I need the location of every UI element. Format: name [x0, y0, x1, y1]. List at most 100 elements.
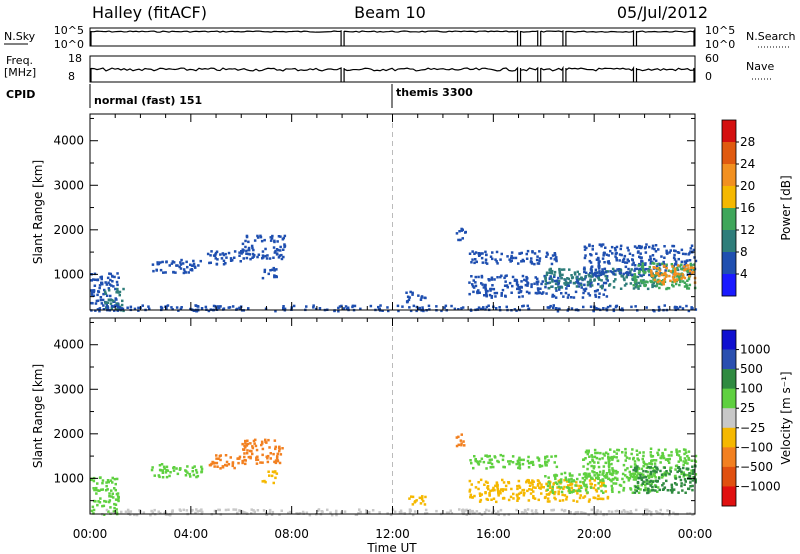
scatter-cell [174, 271, 177, 274]
scatter-cell [665, 263, 668, 266]
scatter-cell [637, 467, 641, 470]
scatter-cell [681, 280, 685, 283]
scatter-cell [233, 256, 236, 259]
scatter-cell [210, 250, 213, 253]
scatter-cell [567, 284, 570, 287]
scatter-cell [249, 442, 252, 445]
scatter-cell [427, 304, 431, 308]
scatter-cell [553, 490, 557, 494]
scatter-cell [683, 478, 687, 481]
scatter-cell [274, 249, 277, 253]
scatter-cell [521, 295, 524, 298]
scatter-cell [264, 480, 267, 484]
scatter-cell [663, 304, 666, 307]
scatter-cell [548, 486, 552, 490]
scatter-cell [684, 480, 687, 483]
scatter-cell [260, 440, 264, 444]
scatter-cell [603, 267, 607, 271]
scatter-cell [97, 290, 101, 294]
scatter-cell [619, 287, 623, 290]
scatter-cell [555, 465, 559, 469]
scatter-cell [486, 481, 489, 484]
freq-trace [90, 65, 695, 82]
scatter-cell [537, 498, 540, 502]
scatter-cell [305, 511, 309, 514]
freq-segment [90, 67, 342, 82]
scatter-cell [96, 278, 100, 281]
scatter-cell [345, 307, 349, 311]
scatter-cell [213, 465, 216, 468]
scatter-cell [570, 307, 574, 310]
scatter-cell [106, 488, 109, 491]
scatter-cell [474, 251, 478, 254]
scatter-cell [596, 509, 599, 512]
scatter-cell [189, 263, 192, 266]
scatter-cell [660, 255, 663, 258]
scatter-cell [643, 263, 647, 266]
scatter-cell [110, 511, 113, 515]
scatter-cell [654, 485, 658, 488]
scatter-cell [460, 433, 463, 436]
scatter-cell [247, 252, 250, 256]
scatter-cell [476, 308, 479, 311]
scatter-cell [664, 269, 667, 272]
scatter-cell [417, 307, 420, 310]
scatter-cell [665, 479, 668, 483]
scatter-cell [554, 477, 557, 481]
y-tick-label: 2000 [53, 223, 84, 237]
scatter-cell [530, 257, 533, 260]
scatter-cell [683, 265, 686, 268]
scatter-cell [474, 284, 478, 288]
scatter-cell [588, 282, 592, 286]
scatter-cell [269, 269, 272, 272]
scatter-cell [596, 497, 600, 501]
scatter-cell [665, 249, 668, 253]
cpid-segment-1: normal (fast) 151 [94, 94, 202, 107]
scatter-cell [116, 495, 120, 498]
scatter-cell [598, 270, 601, 273]
scatter-cell [117, 276, 120, 279]
scatter-cell [110, 305, 114, 308]
scatter-cell [662, 264, 666, 268]
scatter-cell [669, 249, 672, 252]
scatter-cell [572, 490, 575, 493]
scatter-cell [672, 285, 675, 288]
scatter-cell [597, 265, 600, 268]
scatter-cell [468, 292, 471, 296]
scatter-cell [246, 439, 249, 442]
scatter-cell [161, 476, 165, 479]
scatter-cell [661, 281, 664, 284]
scatter-cell [167, 513, 170, 516]
colorbar-swatch [722, 369, 736, 389]
scatter-cell [490, 462, 494, 466]
scatter-cell [90, 478, 93, 482]
scatter-cell [578, 282, 581, 285]
scatter-cell [576, 477, 579, 481]
scatter-cell [656, 490, 659, 493]
scatter-cell [602, 484, 606, 487]
scatter-cell [231, 461, 235, 464]
scatter-cell [411, 293, 414, 296]
scatter-cell [649, 255, 652, 258]
scatter-cell [591, 458, 594, 462]
scatter-cell [161, 469, 165, 472]
scatter-cell [553, 475, 557, 479]
scatter-cell [590, 454, 593, 457]
scatter-cell [548, 492, 551, 495]
scatter-cell [607, 457, 611, 461]
scatter-cell [686, 279, 689, 282]
scatter-cell [553, 270, 557, 274]
scatter-cell [509, 460, 512, 463]
scatter-cell [597, 262, 601, 266]
scatter-cell [652, 470, 655, 473]
scatter-cell [517, 492, 521, 496]
scatter-cell [493, 488, 496, 492]
scatter-cell [625, 282, 628, 286]
scatter-cell [634, 508, 638, 512]
scatter-cell [520, 251, 523, 255]
scatter-cell [461, 237, 464, 240]
scatter-cell [645, 478, 648, 482]
scatter-cell [225, 464, 229, 467]
scatter-cell [435, 509, 438, 513]
scatter-cell [357, 511, 360, 515]
